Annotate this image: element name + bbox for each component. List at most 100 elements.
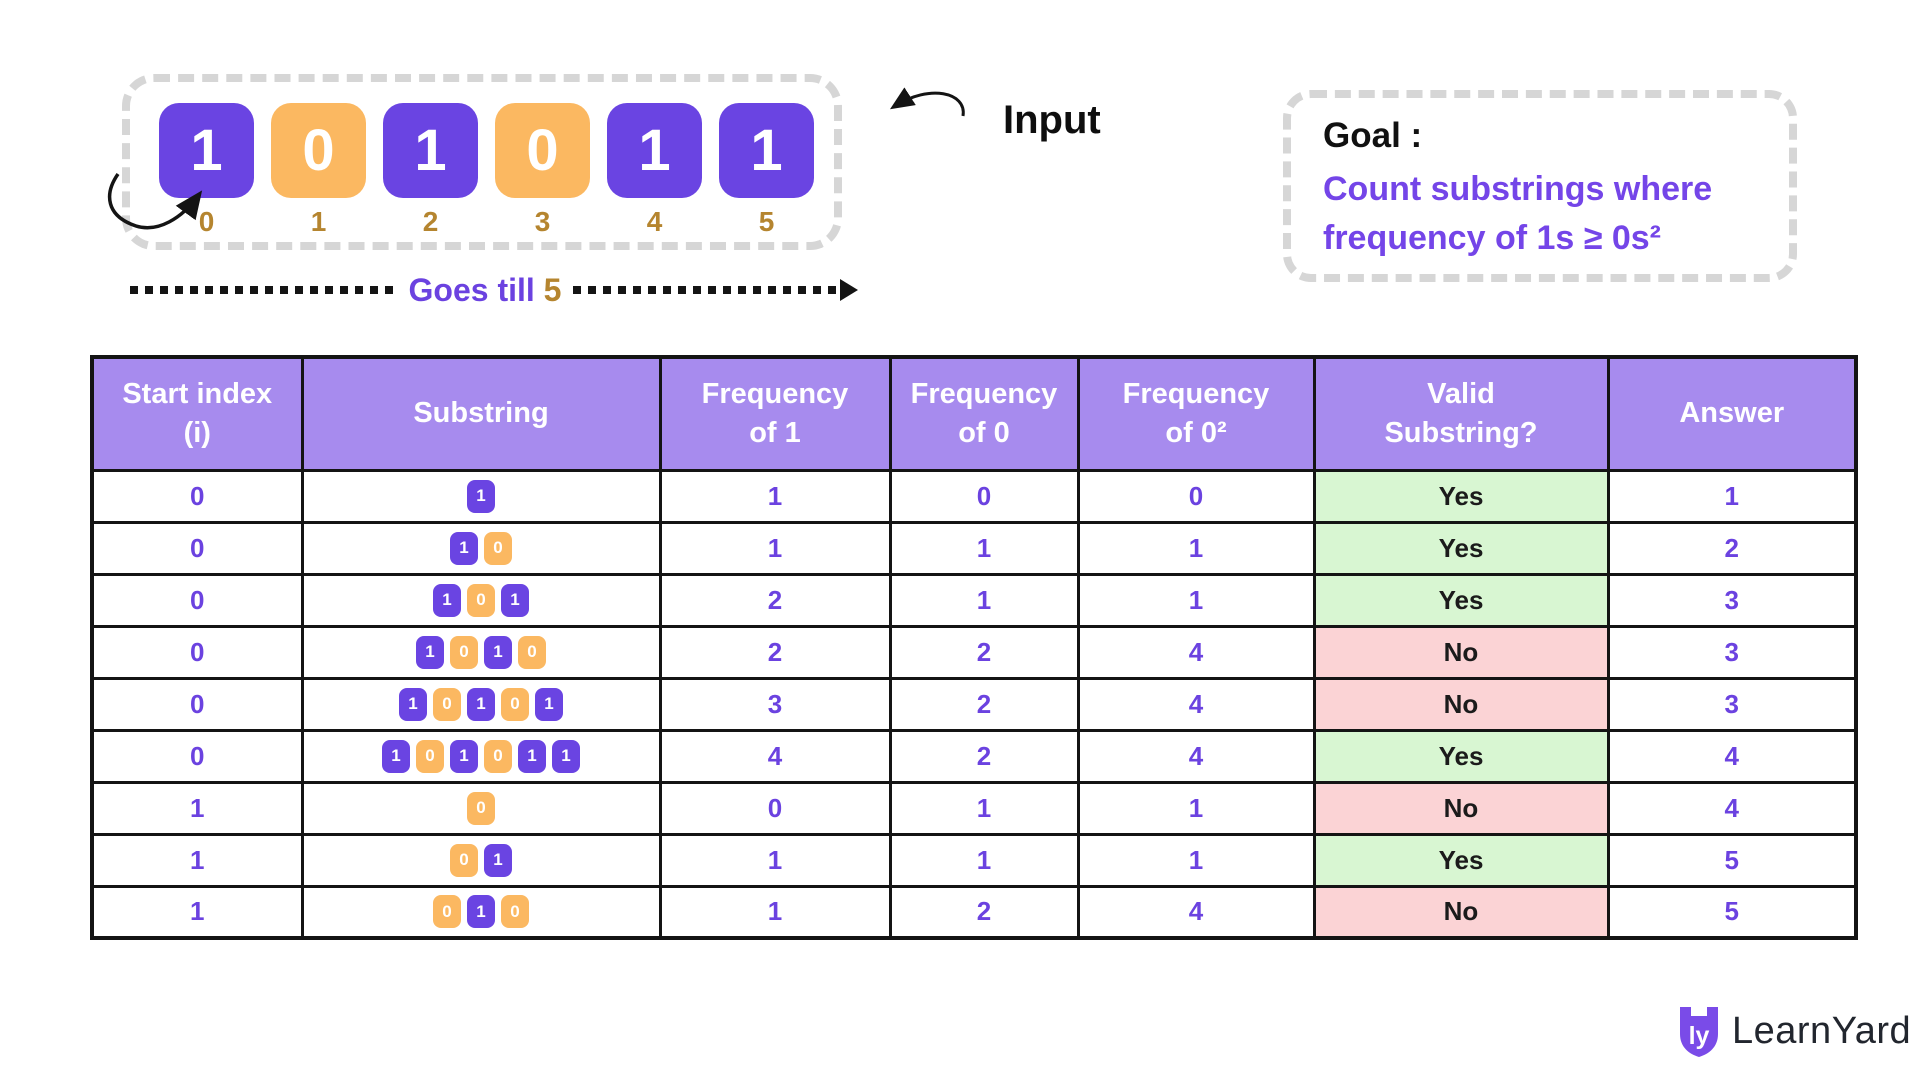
array-box-3: 0: [495, 103, 590, 198]
table-row: 0 1 0 1 0 1 3 2 4 No 3: [90, 676, 1858, 732]
array-index-4: 4: [646, 206, 663, 237]
array-index-5: 5: [758, 206, 775, 237]
bit-chip: 0: [416, 739, 444, 773]
cell-freq-1: 1: [658, 884, 892, 940]
table-row: 0 1 0 1 1 1 Yes 2: [90, 520, 1858, 576]
bit-chip: 1: [501, 583, 529, 617]
input-array-frame: [122, 74, 842, 250]
cell-start-index: 0: [90, 624, 304, 680]
array-box-1: 0: [271, 103, 366, 198]
cell-freq-1: 1: [658, 832, 892, 888]
bit-chip: 1: [535, 687, 563, 721]
column-header-6: Answer: [1606, 355, 1858, 472]
cell-freq-0: 2: [888, 624, 1080, 680]
column-header-5: Valid Substring?: [1312, 355, 1610, 472]
bit-chip: 1: [467, 687, 495, 721]
bit-chip: 0: [501, 895, 529, 929]
cell-freq-0: 2: [888, 884, 1080, 940]
cell-answer: 1: [1606, 468, 1858, 524]
cell-freq-0-squared: 4: [1076, 624, 1316, 680]
dotted-line-left: [130, 286, 397, 294]
bit-chip: 0: [467, 791, 495, 825]
cell-freq-1: 4: [658, 728, 892, 784]
table-row: 1 0 1 0 1 2 4 No 5: [90, 884, 1858, 940]
array-index-3: 3: [534, 206, 551, 237]
bit-chip: 1: [450, 531, 478, 565]
bit-chip: 1: [416, 635, 444, 669]
cell-valid-substring: No: [1312, 780, 1610, 836]
input-pointer-arrow-icon: [889, 87, 965, 117]
table-row: 0 1 0 1 0 2 2 4 No 3: [90, 624, 1858, 680]
cell-freq-1: 2: [658, 624, 892, 680]
substring-chips: 1: [304, 479, 659, 513]
bit-chip: 1: [552, 739, 580, 773]
cell-substring: 0: [300, 780, 662, 836]
bit-chip: 1: [433, 583, 461, 617]
bit-chip: 0: [433, 895, 461, 929]
goes-till-label: Goes till 5: [397, 272, 574, 309]
goal-title: Goal :: [1323, 116, 1423, 155]
brand-name: LearnYard: [1732, 1009, 1912, 1052]
cell-freq-0: 2: [888, 728, 1080, 784]
array-index-0: 0: [198, 206, 215, 237]
arrowhead-icon: [840, 279, 858, 301]
bit-chip: 0: [450, 635, 478, 669]
cell-valid-substring: No: [1312, 884, 1610, 940]
array-pointer-arrow-icon: [108, 172, 203, 230]
cell-start-index: 0: [90, 468, 304, 524]
input-label: Input: [1003, 98, 1101, 142]
cell-start-index: 1: [90, 832, 304, 888]
bit-chip: 1: [382, 739, 410, 773]
cell-answer: 5: [1606, 884, 1858, 940]
table-row: 1 0 1 1 1 1 Yes 5: [90, 832, 1858, 888]
brand: ly LearnYard: [1678, 1003, 1911, 1059]
cell-freq-0-squared: 1: [1076, 520, 1316, 576]
bit-chip: 1: [484, 635, 512, 669]
cell-freq-1: 2: [658, 572, 892, 628]
goes-till-arrow: Goes till 5: [130, 272, 858, 308]
bit-chip: 1: [484, 843, 512, 877]
cell-freq-0-squared: 1: [1076, 780, 1316, 836]
cell-start-index: 0: [90, 676, 304, 732]
cell-answer: 2: [1606, 520, 1858, 576]
cell-freq-0: 1: [888, 780, 1080, 836]
cell-freq-0: 1: [888, 520, 1080, 576]
table-row: 0 1 1 0 0 Yes 1: [90, 468, 1858, 524]
cell-answer: 5: [1606, 832, 1858, 888]
bit-chip: 0: [467, 583, 495, 617]
bit-chip: 0: [484, 739, 512, 773]
cell-start-index: 1: [90, 884, 304, 940]
cell-freq-0-squared: 1: [1076, 832, 1316, 888]
cell-substring: 1: [300, 468, 662, 524]
cell-freq-0-squared: 4: [1076, 884, 1316, 940]
bit-chip: 1: [399, 687, 427, 721]
cell-freq-0-squared: 4: [1076, 676, 1316, 732]
substring-chips: 0: [304, 791, 659, 825]
dotted-line-right: [573, 286, 840, 294]
cell-start-index: 1: [90, 780, 304, 836]
table-header-row: Start index (i) Substring Frequency of 1 Fr…: [90, 355, 1858, 472]
column-header-4: Frequency of 0²: [1076, 355, 1316, 472]
cell-valid-substring: No: [1312, 624, 1610, 680]
cell-freq-1: 1: [658, 468, 892, 524]
input-array-indices: 0 1 2 3 4 5: [159, 206, 814, 238]
cell-valid-substring: Yes: [1312, 468, 1610, 524]
bit-chip: 0: [433, 687, 461, 721]
frequency-table: Start index (i) Substring Frequency of 1 Fr…: [90, 355, 1858, 940]
cell-freq-0: 1: [888, 572, 1080, 628]
bit-chip: 0: [484, 531, 512, 565]
goes-till-prefix: Goes till: [408, 271, 544, 308]
cell-answer: 3: [1606, 624, 1858, 680]
array-box-4: 1: [607, 103, 702, 198]
